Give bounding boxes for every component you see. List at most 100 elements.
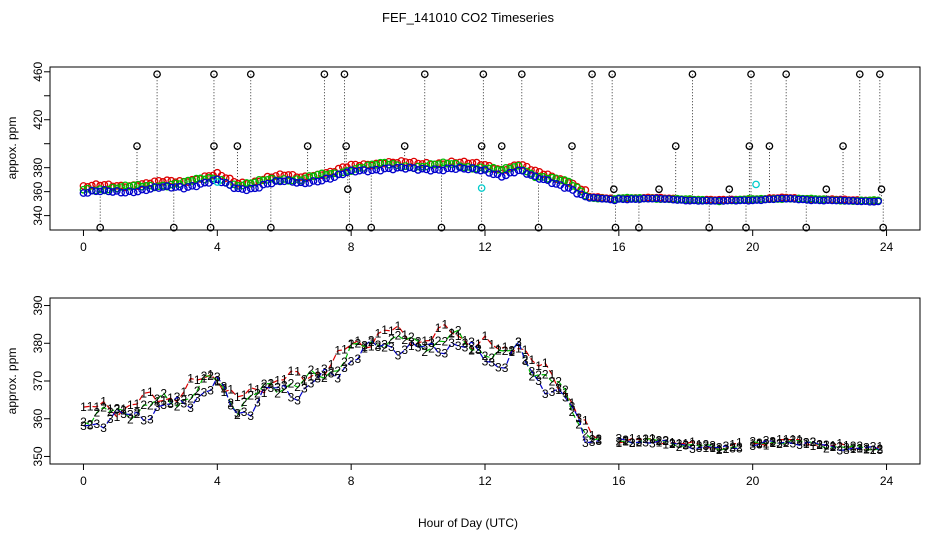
bottom-x-tick-label: 20 bbox=[746, 474, 760, 488]
sample-point-blue bbox=[142, 186, 151, 195]
sample-point-blue bbox=[129, 188, 138, 197]
sample-point-blue bbox=[631, 195, 640, 204]
series-marker-3: 3 bbox=[442, 347, 449, 361]
series-marker-2: 2 bbox=[154, 392, 161, 406]
flagged-point bbox=[608, 70, 617, 79]
sample-point-blue bbox=[284, 176, 293, 184]
series-marker-2: 2 bbox=[348, 337, 355, 351]
series-marker-1: 1 bbox=[495, 342, 502, 356]
series-marker-3: 3 bbox=[649, 436, 656, 450]
series-marker-1: 1 bbox=[334, 344, 341, 358]
series-marker-3: 3 bbox=[870, 439, 877, 453]
sample-point-red bbox=[527, 166, 535, 174]
flagged-point bbox=[611, 223, 620, 232]
series-marker-3: 3 bbox=[696, 441, 703, 455]
sample-point-blue bbox=[711, 196, 719, 205]
series-marker-1: 1 bbox=[181, 385, 188, 399]
series-marker-2: 2 bbox=[100, 400, 107, 414]
series-marker-2: 2 bbox=[462, 336, 469, 350]
series-marker-3: 3 bbox=[790, 437, 797, 451]
series-marker-1: 1 bbox=[589, 428, 596, 442]
series-marker-2: 2 bbox=[160, 386, 167, 400]
flagged-point bbox=[635, 223, 643, 232]
sample-point-red bbox=[138, 180, 146, 188]
sample-point-blue bbox=[702, 196, 711, 205]
sample-point-blue bbox=[865, 197, 874, 206]
series-marker-2: 2 bbox=[756, 436, 763, 450]
series-marker-2: 2 bbox=[381, 341, 388, 355]
series-marker-3: 3 bbox=[254, 395, 261, 409]
sample-point-blue bbox=[389, 165, 397, 174]
series-marker-3: 3 bbox=[682, 438, 689, 452]
series-marker-3: 3 bbox=[227, 399, 234, 413]
sample-point-blue bbox=[79, 189, 88, 197]
sample-point-blue bbox=[807, 196, 816, 205]
series-marker-1: 1 bbox=[662, 437, 669, 451]
sample-point-blue bbox=[259, 180, 268, 189]
series-marker-2: 2 bbox=[495, 343, 502, 357]
series-marker-1: 1 bbox=[689, 435, 696, 449]
sample-point-red bbox=[221, 174, 230, 182]
sample-point-green bbox=[430, 160, 439, 169]
series-marker-3: 3 bbox=[575, 411, 582, 425]
flagged-point bbox=[534, 223, 543, 232]
series-marker-2: 2 bbox=[355, 337, 362, 351]
flagged-point bbox=[133, 142, 141, 150]
series-marker-3: 3 bbox=[421, 339, 428, 353]
series-line-1 bbox=[83, 323, 600, 440]
series-marker-2: 2 bbox=[703, 438, 710, 452]
series-marker-2: 2 bbox=[107, 405, 114, 419]
flagged-point bbox=[477, 142, 486, 150]
sample-point-blue bbox=[125, 187, 134, 196]
series-marker-3: 3 bbox=[816, 438, 823, 452]
series-marker-2: 2 bbox=[482, 349, 489, 363]
series-marker-2: 2 bbox=[368, 335, 375, 349]
series-marker-1: 1 bbox=[843, 438, 850, 452]
sample-point-blue bbox=[648, 194, 657, 203]
sample-point-blue bbox=[113, 187, 121, 195]
sample-point-blue bbox=[585, 194, 594, 202]
series-marker-1: 1 bbox=[649, 431, 656, 445]
sample-point-blue bbox=[870, 197, 878, 206]
sample-point-green bbox=[372, 160, 381, 169]
series-marker-1: 1 bbox=[736, 435, 743, 449]
series-marker-1: 1 bbox=[549, 367, 556, 381]
series-marker-3: 3 bbox=[495, 360, 502, 374]
series-marker-2: 2 bbox=[435, 334, 442, 348]
series-marker-2: 2 bbox=[361, 340, 368, 354]
series-marker-2: 2 bbox=[80, 415, 87, 429]
series-marker-3: 3 bbox=[823, 438, 830, 452]
sample-point-blue bbox=[476, 166, 485, 175]
sample-point-blue bbox=[217, 178, 226, 187]
series-marker-3: 3 bbox=[595, 434, 602, 448]
series-marker-2: 2 bbox=[140, 398, 147, 412]
series-marker-2: 2 bbox=[254, 387, 261, 401]
sample-point-green bbox=[485, 164, 494, 173]
sample-point-blue bbox=[443, 164, 452, 173]
sample-point-blue bbox=[652, 194, 661, 203]
sample-point-blue bbox=[288, 178, 297, 186]
series-marker-2: 2 bbox=[749, 434, 756, 448]
series-marker-2: 2 bbox=[709, 439, 716, 453]
sample-point-green bbox=[414, 162, 422, 171]
sample-point-blue bbox=[246, 184, 255, 193]
flagged-point bbox=[822, 185, 831, 194]
sample-point-blue bbox=[694, 197, 703, 205]
series-marker-2: 2 bbox=[689, 438, 696, 452]
sample-point-blue bbox=[418, 164, 427, 173]
series-marker-2: 2 bbox=[401, 333, 408, 347]
sample-point-blue bbox=[769, 195, 778, 204]
series-marker-1: 1 bbox=[776, 433, 783, 447]
bottom-y-tick-label: 360 bbox=[31, 408, 45, 428]
flagged-point bbox=[169, 223, 178, 232]
series-marker-1: 1 bbox=[401, 328, 408, 342]
sample-point-blue bbox=[263, 179, 272, 188]
sample-point-blue bbox=[96, 187, 105, 196]
sample-point-green bbox=[146, 181, 155, 190]
sample-point-green bbox=[443, 159, 452, 168]
sample-point-blue bbox=[799, 195, 807, 204]
series-marker-3: 3 bbox=[582, 436, 589, 450]
flagged-point bbox=[342, 142, 350, 150]
series-marker-3: 3 bbox=[114, 402, 121, 416]
series-marker-2: 2 bbox=[696, 439, 703, 453]
